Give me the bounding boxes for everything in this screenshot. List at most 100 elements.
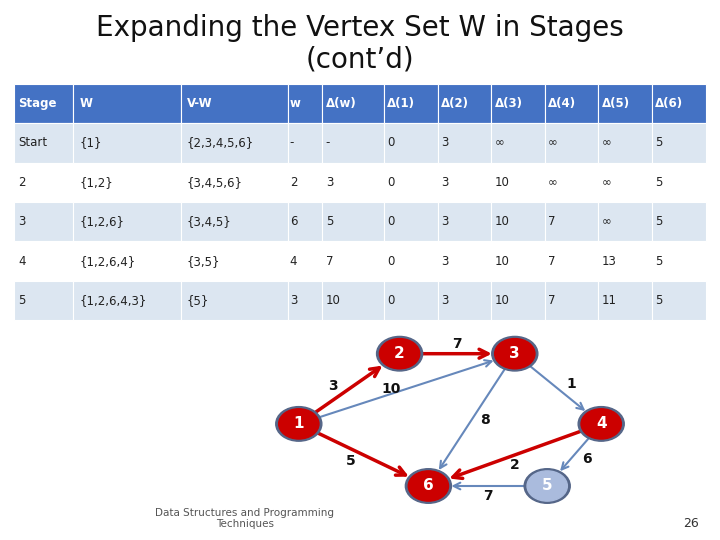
Bar (181, 123, 288, 163)
Text: -: - (325, 136, 330, 150)
Text: {3,4,5,6}: {3,4,5,6} (187, 176, 243, 189)
Text: Data Structures and Programming
Techniques: Data Structures and Programming Techniqu… (156, 508, 334, 529)
Text: 2: 2 (289, 176, 297, 189)
Bar (652, 123, 706, 163)
Text: Start: Start (18, 136, 47, 150)
Text: 6: 6 (289, 215, 297, 228)
Text: Δ(w): Δ(w) (325, 97, 356, 110)
Circle shape (276, 407, 322, 441)
Circle shape (279, 409, 319, 439)
Text: 7: 7 (548, 254, 556, 268)
Text: 10: 10 (495, 294, 509, 307)
Text: {1}: {1} (80, 136, 102, 150)
Bar (181, 202, 288, 241)
Circle shape (408, 471, 449, 501)
Text: 3: 3 (441, 136, 449, 150)
Text: 3: 3 (441, 294, 449, 307)
Text: {1,2,6,4}: {1,2,6,4} (80, 254, 136, 268)
Text: 5: 5 (655, 215, 662, 228)
Text: 2: 2 (395, 346, 405, 361)
Text: 0: 0 (387, 254, 395, 268)
Text: ∞: ∞ (602, 136, 611, 150)
Circle shape (377, 336, 423, 371)
Bar (322, 84, 384, 123)
Bar (545, 202, 598, 241)
Bar (322, 202, 384, 241)
Text: {3,5}: {3,5} (187, 254, 220, 268)
Bar (652, 163, 706, 202)
Bar (288, 123, 322, 163)
Text: W: W (80, 97, 93, 110)
Circle shape (524, 469, 570, 503)
Text: 5: 5 (325, 215, 333, 228)
Bar (181, 163, 288, 202)
Circle shape (492, 336, 538, 371)
Bar (598, 163, 652, 202)
Circle shape (405, 469, 451, 503)
Bar (545, 241, 598, 281)
Bar (384, 281, 438, 320)
Bar (438, 163, 491, 202)
Text: 10: 10 (382, 382, 400, 396)
Bar (598, 281, 652, 320)
Bar (14, 241, 73, 281)
Bar (438, 84, 491, 123)
Text: 0: 0 (387, 215, 395, 228)
Bar (598, 241, 652, 281)
Bar (652, 84, 706, 123)
Text: 3: 3 (289, 294, 297, 307)
Bar (491, 202, 545, 241)
Bar (384, 123, 438, 163)
Text: 3: 3 (441, 176, 449, 189)
Text: 0: 0 (387, 294, 395, 307)
Text: V-W: V-W (187, 97, 212, 110)
Bar (652, 241, 706, 281)
Text: 11: 11 (602, 294, 616, 307)
Bar (438, 281, 491, 320)
Bar (491, 163, 545, 202)
Bar (545, 84, 598, 123)
Text: 5: 5 (542, 478, 552, 494)
Bar (652, 202, 706, 241)
Text: 3: 3 (328, 379, 338, 393)
Bar (288, 241, 322, 281)
Text: 6: 6 (423, 478, 433, 494)
Text: 5: 5 (18, 294, 25, 307)
Text: 6: 6 (582, 453, 592, 466)
Bar (384, 241, 438, 281)
Text: 7: 7 (452, 337, 462, 351)
Text: w: w (289, 97, 300, 110)
Text: (cont’d): (cont’d) (306, 46, 414, 74)
Circle shape (527, 471, 567, 501)
Bar (14, 163, 73, 202)
Bar (438, 123, 491, 163)
Text: 10: 10 (495, 176, 509, 189)
Text: 4: 4 (596, 416, 606, 431)
Text: 5: 5 (655, 254, 662, 268)
Bar (438, 241, 491, 281)
Text: 7: 7 (325, 254, 333, 268)
Text: 2: 2 (18, 176, 25, 189)
Text: 26: 26 (683, 517, 698, 530)
Bar (384, 84, 438, 123)
Bar (14, 281, 73, 320)
Circle shape (581, 409, 621, 439)
Text: {1,2}: {1,2} (80, 176, 114, 189)
Bar (491, 241, 545, 281)
Bar (73, 202, 181, 241)
Bar (73, 281, 181, 320)
Text: 3: 3 (441, 215, 449, 228)
Bar (288, 281, 322, 320)
Text: 0: 0 (387, 136, 395, 150)
Text: ∞: ∞ (548, 136, 558, 150)
Text: 2: 2 (510, 458, 520, 471)
Text: {1,2,6,4,3}: {1,2,6,4,3} (80, 294, 147, 307)
Bar (288, 202, 322, 241)
Text: Stage: Stage (18, 97, 56, 110)
Text: -: - (289, 136, 294, 150)
Text: ∞: ∞ (602, 176, 611, 189)
Bar (322, 281, 384, 320)
Bar (491, 281, 545, 320)
Bar (14, 123, 73, 163)
Text: Δ(1): Δ(1) (387, 97, 415, 110)
